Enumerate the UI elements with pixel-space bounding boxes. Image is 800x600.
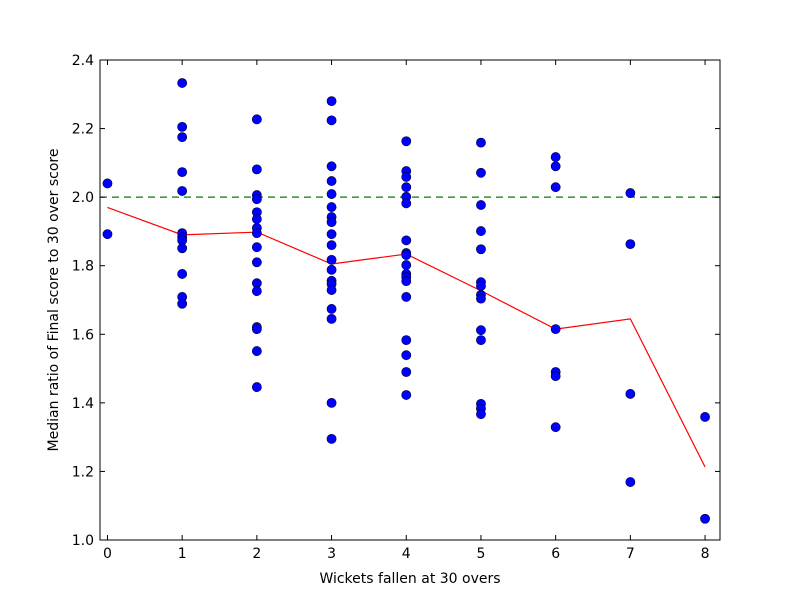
x-tick-label: 4 [402, 546, 411, 562]
data-point [625, 477, 636, 487]
x-tick-label: 7 [626, 546, 635, 562]
data-point [401, 172, 412, 182]
data-point [251, 242, 262, 253]
data-point [251, 194, 262, 205]
data-point [251, 382, 262, 392]
data-point [326, 397, 337, 408]
data-point [326, 240, 337, 251]
data-point [700, 513, 710, 524]
data-point [401, 250, 412, 260]
y-tick-label: 1.8 [72, 259, 94, 275]
y-tick-label: 1.0 [72, 533, 94, 549]
plot-frame [99, 59, 721, 541]
y-tick-label: 1.4 [72, 396, 94, 412]
x-tick-label: 3 [327, 546, 336, 562]
data-point [251, 228, 262, 239]
data-point [401, 136, 412, 147]
data-point [326, 189, 337, 199]
data-point [476, 226, 486, 236]
x-axis-label: Wickets fallen at 30 overs [319, 571, 500, 587]
data-point [476, 137, 486, 148]
data-point [102, 229, 113, 240]
data-point [550, 152, 561, 162]
data-point [550, 324, 561, 335]
data-point [476, 325, 486, 336]
data-point [326, 115, 337, 126]
data-point [251, 286, 262, 296]
x-tick-label: 8 [701, 546, 710, 562]
data-point [550, 422, 561, 433]
data-point [476, 409, 486, 420]
data-point [476, 200, 486, 210]
y-tick-label: 1.6 [72, 327, 94, 343]
data-point [401, 390, 412, 400]
y-tick-label: 2.4 [72, 53, 94, 69]
data-point [326, 264, 337, 275]
x-tick-label: 2 [252, 546, 261, 562]
x-tick-label: 6 [551, 546, 560, 562]
data-point [401, 276, 412, 287]
x-tick-label: 5 [477, 546, 486, 562]
data-point [625, 389, 636, 399]
data-point [401, 198, 412, 209]
data-point [550, 161, 561, 172]
data-point [550, 182, 561, 193]
data-point [177, 132, 188, 143]
data-point [401, 260, 412, 270]
data-point [177, 298, 188, 309]
data-point [326, 96, 337, 107]
data-point [326, 313, 337, 324]
data-point [326, 304, 337, 314]
data-point [177, 243, 188, 254]
data-point [550, 371, 561, 382]
data-point [326, 176, 337, 186]
data-point [476, 167, 486, 178]
data-point [326, 217, 337, 228]
data-point [177, 121, 188, 132]
data-point [625, 188, 636, 198]
data-point [476, 335, 486, 346]
data-point [251, 257, 262, 268]
data-point [102, 178, 113, 189]
y-tick-label: 2.2 [72, 122, 94, 138]
x-axis-ticks: 0 1 2 3 4 5 6 7 8 [103, 60, 710, 562]
data-point [476, 293, 486, 304]
data-point [476, 281, 486, 291]
data-point [476, 244, 486, 255]
data-point [177, 167, 188, 178]
data-point [700, 412, 710, 422]
y-axis-ticks: 1.0 1.2 1.4 1.6 1.8 2.0 2.2 2.4 [72, 53, 720, 549]
data-point [401, 292, 412, 302]
data-point [177, 269, 188, 279]
data-point [177, 78, 188, 88]
data-point [326, 254, 337, 265]
data-point [177, 186, 188, 196]
y-tick-label: 1.2 [72, 464, 94, 480]
scatter-points [102, 78, 710, 524]
data-point [326, 285, 337, 295]
data-point [251, 324, 262, 335]
data-point [326, 433, 337, 444]
data-point [401, 335, 412, 346]
data-point [401, 235, 412, 246]
data-point [251, 346, 262, 356]
data-point [401, 182, 412, 193]
data-point [251, 164, 262, 175]
data-point [326, 161, 337, 172]
x-tick-label: 1 [178, 546, 187, 562]
data-point [326, 202, 337, 212]
y-axis-label: Median ratio of Final score to 30 over s… [46, 149, 62, 452]
data-point [401, 367, 412, 377]
data-point [251, 114, 262, 125]
data-point [326, 229, 337, 240]
data-point [251, 214, 262, 224]
data-point [401, 350, 412, 361]
x-tick-label: 0 [103, 546, 112, 562]
data-point [625, 239, 636, 250]
y-tick-label: 2.0 [72, 190, 94, 206]
